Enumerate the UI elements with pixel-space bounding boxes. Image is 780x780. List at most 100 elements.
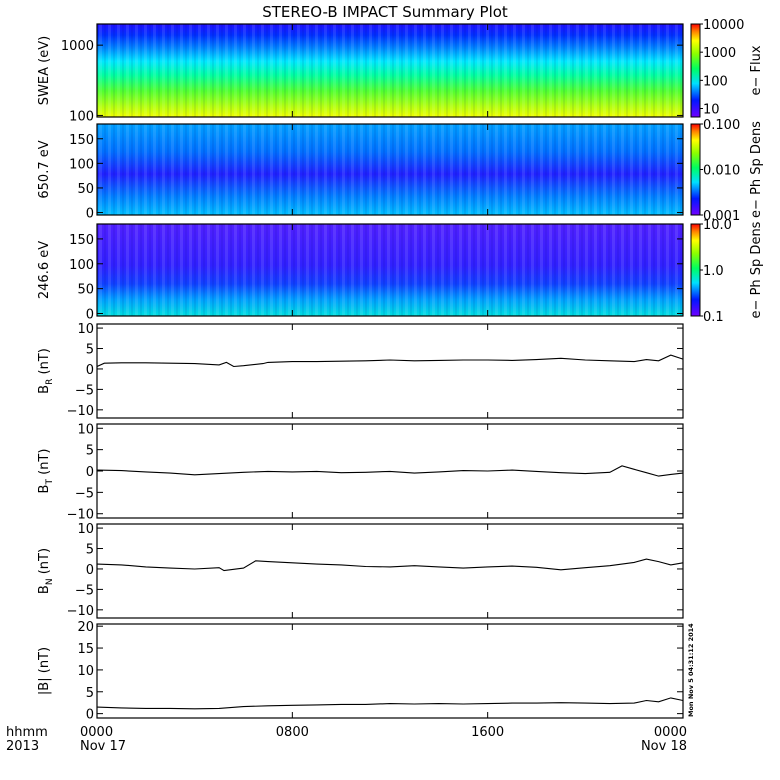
heatmap-texture bbox=[97, 24, 683, 117]
y-tick-label: 50 bbox=[77, 283, 94, 298]
y-tick-label: −5 bbox=[75, 383, 94, 398]
y-axis-label: 246.6 eV bbox=[37, 241, 52, 299]
y-tick-label: 10 bbox=[77, 664, 94, 679]
x-tick-date: Nov 18 bbox=[641, 739, 687, 754]
y-tick-label: −10 bbox=[67, 604, 94, 619]
y-tick-label: 50 bbox=[77, 182, 94, 197]
y-axis-label-unit: (nT) bbox=[37, 548, 52, 578]
colorbar-tick-label: 10000 bbox=[703, 18, 744, 33]
x-tick-label: 0000 bbox=[654, 725, 687, 740]
y-tick-label: 0 bbox=[86, 308, 94, 323]
y-tick-label: −5 bbox=[75, 583, 94, 598]
heatmap-texture bbox=[97, 124, 683, 215]
y-axis-label: BN (nT) bbox=[37, 548, 55, 594]
y-tick-label: 0 bbox=[86, 708, 94, 723]
y-tick-label: −10 bbox=[67, 508, 94, 523]
y-tick-label: −10 bbox=[67, 404, 94, 419]
y-tick-label: 5 bbox=[86, 444, 94, 459]
y-tick-label: 150 bbox=[69, 233, 94, 248]
y-axis-label-main: B bbox=[37, 385, 52, 394]
series-line bbox=[96, 354, 684, 368]
x-tick-date: Nov 17 bbox=[80, 739, 126, 754]
y-axis-label: SWEA (eV) bbox=[37, 36, 52, 105]
colorbar-label: e− Ph Sp Dens bbox=[749, 221, 764, 318]
panel-7: 0 5 10 15 20 |B| (nT) bbox=[37, 620, 684, 723]
time-row-label-hhmm: hhmm bbox=[6, 725, 48, 740]
colorbar bbox=[690, 23, 701, 118]
series-line bbox=[96, 558, 684, 572]
panel-frame bbox=[96, 623, 684, 719]
y-axis-label: 650.7 eV bbox=[37, 140, 52, 198]
y-tick-label: 5 bbox=[86, 343, 94, 358]
colorbar-tick-label: 0.1 bbox=[703, 310, 724, 325]
y-axis-label: |B| (nT) bbox=[37, 647, 52, 695]
y-axis-label-main: B bbox=[37, 585, 52, 594]
panel-frame bbox=[96, 523, 684, 619]
time-row-label-year: 2013 bbox=[6, 739, 39, 754]
y-tick-label: 20 bbox=[77, 620, 94, 635]
panel-3: 10.0 1.0 0.1 e− Ph Sp Dens 0 50 100 150 246.6 eV bbox=[37, 218, 764, 325]
y-tick-label: 0 bbox=[86, 363, 94, 378]
colorbar-tick-label: 100 bbox=[703, 74, 728, 89]
y-tick-label: 100 bbox=[69, 157, 94, 172]
y-tick-label: 150 bbox=[69, 133, 94, 148]
colorbar bbox=[690, 123, 701, 216]
panel-2: 0.100 0.010 0.001 e− Ph Sp Dens 0 50 100 150 650… bbox=[37, 118, 764, 224]
y-tick-label: 0 bbox=[86, 465, 94, 480]
y-tick-label: 5 bbox=[86, 686, 94, 701]
colorbar-tick-label: 0.001 bbox=[703, 209, 740, 224]
y-axis-label-unit: (nT) bbox=[37, 449, 52, 479]
y-tick-label: 1000 bbox=[61, 39, 94, 54]
heatmap-texture bbox=[97, 224, 683, 316]
y-tick-label: 15 bbox=[77, 642, 94, 657]
panel-frame bbox=[96, 123, 684, 216]
y-tick-label: 10 bbox=[77, 322, 94, 337]
colorbar-tick-label: 10.0 bbox=[703, 218, 732, 233]
y-tick-label: 5 bbox=[86, 543, 94, 558]
y-tick-label: 0 bbox=[86, 207, 94, 222]
y-axis-label-sub: N bbox=[45, 578, 55, 585]
y-axis-label-main: 650.7 eV bbox=[37, 140, 52, 198]
y-axis-label: BR (nT) bbox=[37, 348, 55, 394]
colorbar bbox=[690, 223, 701, 317]
colorbar-label: e− Flux bbox=[749, 45, 764, 95]
generation-timestamp: Mon Nov 5 04:31:12 2014 bbox=[687, 623, 695, 717]
colorbar-label: e− Ph Sp Dens bbox=[749, 121, 764, 218]
panel-4: −10 −5 0 5 10 BR (nT) bbox=[37, 322, 684, 419]
y-tick-label: 10 bbox=[77, 422, 94, 437]
y-tick-label: 10 bbox=[77, 522, 94, 537]
y-tick-label: 100 bbox=[69, 109, 94, 124]
colorbar-tick-label: 0.100 bbox=[703, 118, 740, 133]
y-axis-label-sub: R bbox=[45, 379, 55, 385]
plot-title: STEREO-B IMPACT Summary Plot bbox=[262, 3, 508, 21]
y-tick-label: 0 bbox=[86, 563, 94, 578]
colorbar-tick-label: 0.010 bbox=[703, 164, 740, 179]
series-line bbox=[96, 465, 684, 477]
y-tick-label: 100 bbox=[69, 258, 94, 273]
panel-6: −10 −5 0 5 10 BN (nT) bbox=[37, 522, 684, 619]
panel-frame bbox=[96, 223, 684, 317]
y-axis-label: BT (nT) bbox=[37, 449, 55, 494]
y-axis-label-main: |B| bbox=[37, 677, 52, 695]
x-tick-label: 0800 bbox=[276, 725, 309, 740]
y-tick-label: −5 bbox=[75, 486, 94, 501]
x-tick-label: 0000 bbox=[80, 725, 113, 740]
panel-frame bbox=[96, 23, 684, 118]
panel-5: −10 −5 0 5 10 BT (nT) bbox=[37, 422, 684, 523]
panel-1: 10000 1000 100 10 e− Flux 100 1000 SWEA (eV) bbox=[37, 18, 764, 124]
colorbar-tick-label: 1000 bbox=[703, 46, 736, 61]
y-axis-label-unit: (nT) bbox=[37, 647, 52, 677]
colorbar-tick-label: 1.0 bbox=[703, 264, 724, 279]
y-axis-label-main: SWEA (eV) bbox=[37, 36, 52, 105]
y-axis-label-sub: T bbox=[45, 479, 55, 486]
series-line bbox=[96, 697, 684, 710]
x-tick-label: 1600 bbox=[471, 725, 504, 740]
y-axis-label-main: B bbox=[37, 485, 52, 494]
panel-frame bbox=[96, 323, 684, 419]
y-axis-label-main: 246.6 eV bbox=[37, 241, 52, 299]
colorbar-tick-label: 10 bbox=[703, 103, 720, 118]
y-axis-label-unit: (nT) bbox=[37, 348, 52, 378]
